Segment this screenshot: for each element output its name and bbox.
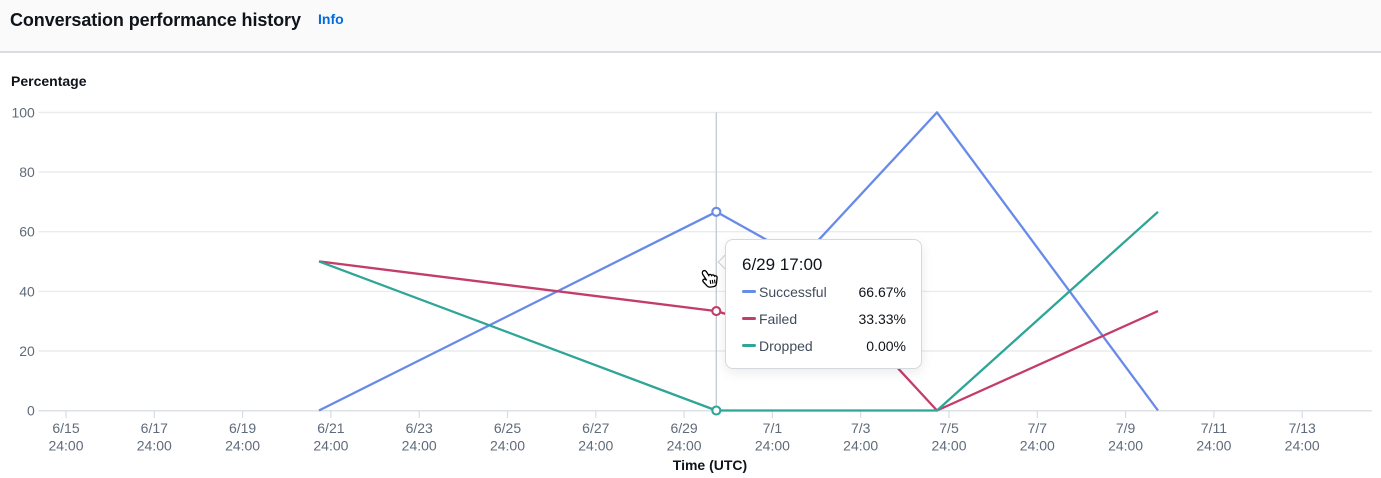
svg-text:7/7: 7/7: [1028, 420, 1048, 436]
svg-text:6/21: 6/21: [317, 420, 344, 436]
svg-text:7/13: 7/13: [1289, 420, 1316, 436]
svg-text:24:00: 24:00: [402, 438, 437, 454]
svg-text:7/1: 7/1: [763, 420, 783, 436]
svg-text:24:00: 24:00: [1020, 438, 1055, 454]
svg-text:24:00: 24:00: [755, 438, 790, 454]
svg-text:60: 60: [19, 224, 35, 240]
svg-text:24:00: 24:00: [667, 438, 702, 454]
svg-text:24:00: 24:00: [225, 438, 260, 454]
svg-text:20: 20: [19, 343, 35, 359]
svg-text:24:00: 24:00: [1196, 438, 1231, 454]
svg-text:40: 40: [19, 283, 35, 299]
svg-text:6/29: 6/29: [670, 420, 697, 436]
svg-text:7/9: 7/9: [1116, 420, 1136, 436]
svg-text:80: 80: [19, 164, 35, 180]
svg-text:7/11: 7/11: [1201, 420, 1227, 436]
svg-text:6/15: 6/15: [52, 420, 79, 436]
svg-text:6/25: 6/25: [494, 420, 521, 436]
svg-text:6/27: 6/27: [582, 420, 609, 436]
svg-text:24:00: 24:00: [490, 438, 525, 454]
svg-text:Time (UTC): Time (UTC): [673, 457, 747, 473]
svg-text:24:00: 24:00: [1285, 438, 1320, 454]
svg-text:24:00: 24:00: [313, 438, 348, 454]
svg-text:6/19: 6/19: [229, 420, 256, 436]
svg-text:24:00: 24:00: [843, 438, 878, 454]
svg-text:24:00: 24:00: [137, 438, 172, 454]
svg-text:24:00: 24:00: [578, 438, 613, 454]
svg-text:7/3: 7/3: [851, 420, 871, 436]
svg-text:0: 0: [27, 403, 35, 419]
svg-text:6/17: 6/17: [141, 420, 168, 436]
svg-text:7/5: 7/5: [939, 420, 959, 436]
svg-text:24:00: 24:00: [1108, 438, 1143, 454]
svg-text:100: 100: [11, 104, 35, 120]
svg-text:6/23: 6/23: [406, 420, 433, 436]
svg-text:24:00: 24:00: [931, 438, 966, 454]
svg-text:24:00: 24:00: [48, 438, 83, 454]
